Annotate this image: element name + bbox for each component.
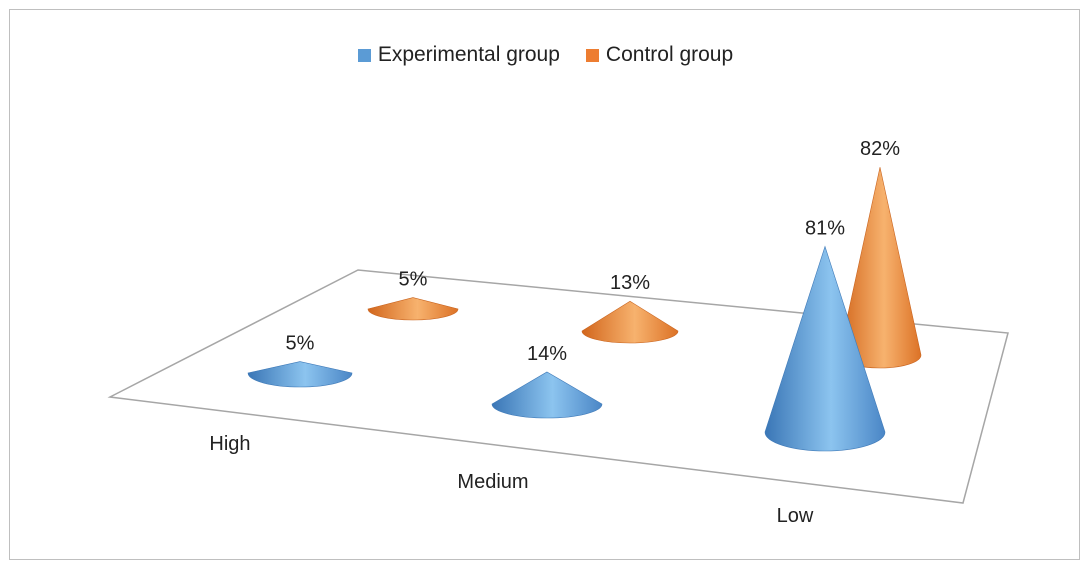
legend-swatch-experimental xyxy=(357,48,371,62)
data-label: 81% xyxy=(805,218,845,240)
cone-high-control xyxy=(367,297,459,321)
legend-item-control: Control group xyxy=(585,43,734,67)
cone-medium-control xyxy=(581,300,679,344)
legend-label-experimental: Experimental group xyxy=(377,43,560,66)
data-label: 5% xyxy=(286,333,315,355)
data-label: 14% xyxy=(527,343,567,365)
cone-high-experimental xyxy=(247,361,353,388)
data-label: 5% xyxy=(399,269,428,291)
legend-item-experimental: Experimental group xyxy=(357,43,560,67)
data-label: 13% xyxy=(610,272,650,294)
cone-low-experimental xyxy=(764,245,886,452)
category-label-high: High xyxy=(209,433,250,455)
legend-swatch-control xyxy=(585,48,599,62)
category-label-low: Low xyxy=(777,505,814,527)
chart-marks: 5% 13% 82% 5% 14% 81% High Medium Low xyxy=(209,138,922,527)
category-label-medium: Medium xyxy=(457,471,528,493)
data-label: 82% xyxy=(860,138,900,160)
legend-label-control: Control group xyxy=(605,43,734,66)
floor-plane xyxy=(107,269,1009,504)
legend: Experimental group Control group xyxy=(0,40,1091,70)
cone-medium-experimental xyxy=(491,371,603,419)
